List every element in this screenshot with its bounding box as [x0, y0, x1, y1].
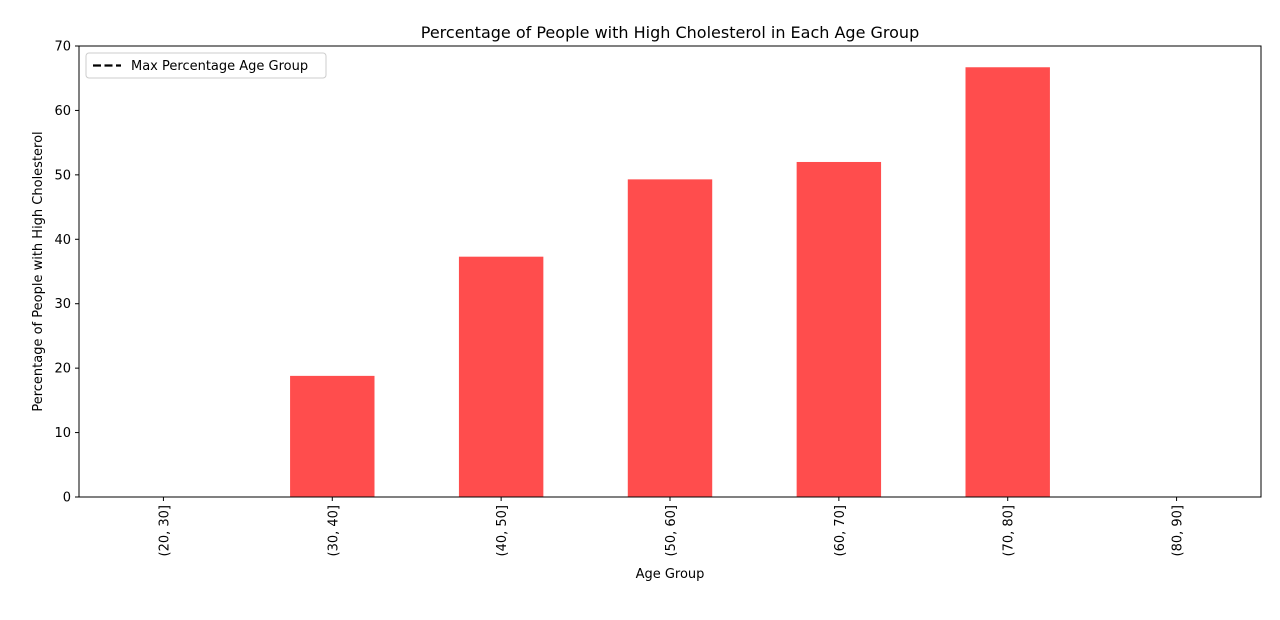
y-tick-label-2: 20 — [54, 362, 71, 377]
bars-group — [290, 67, 1050, 498]
y-tick-label-3: 30 — [54, 297, 71, 312]
y-tick-label-0: 0 — [63, 491, 71, 506]
x-tick-label-4: (60, 70] — [833, 505, 848, 557]
bar-5 — [965, 67, 1050, 498]
y-tick-label-5: 50 — [54, 168, 71, 183]
x-tick-label-1: (30, 40] — [326, 505, 341, 557]
y-tick-label-4: 40 — [54, 233, 71, 248]
x-tick-label-5: (70, 80] — [1002, 505, 1017, 557]
bar-2 — [458, 256, 544, 497]
y-axis: 0 10 20 30 40 50 60 70 — [54, 40, 79, 506]
x-axis: (20, 30] (30, 40] (40, 50] (50, 60] (60, 70]… — [157, 497, 1186, 557]
x-tick-label-3: (50, 60] — [664, 505, 679, 557]
y-tick-label-1: 10 — [54, 426, 71, 441]
x-axis-title: Age Group — [636, 567, 705, 582]
bar-1 — [290, 375, 375, 497]
bar-3 — [627, 179, 713, 498]
x-tick-label-0: (20, 30] — [157, 505, 172, 557]
plot-frame — [78, 45, 1262, 498]
bar-4 — [796, 161, 882, 497]
chart-title: Percentage of People with High Cholester… — [421, 23, 919, 42]
y-axis-title: Percentage of People with High Cholester… — [31, 131, 46, 411]
y-tick-label-6: 60 — [54, 104, 71, 119]
legend-label: Max Percentage Age Group — [131, 59, 308, 74]
x-tick-label-6: (80, 90] — [1171, 505, 1186, 557]
y-tick-label-7: 70 — [54, 40, 71, 55]
x-tick-label-2: (40, 50] — [495, 505, 510, 557]
legend: Max Percentage Age Group — [85, 52, 327, 79]
legend-box — [85, 52, 327, 79]
